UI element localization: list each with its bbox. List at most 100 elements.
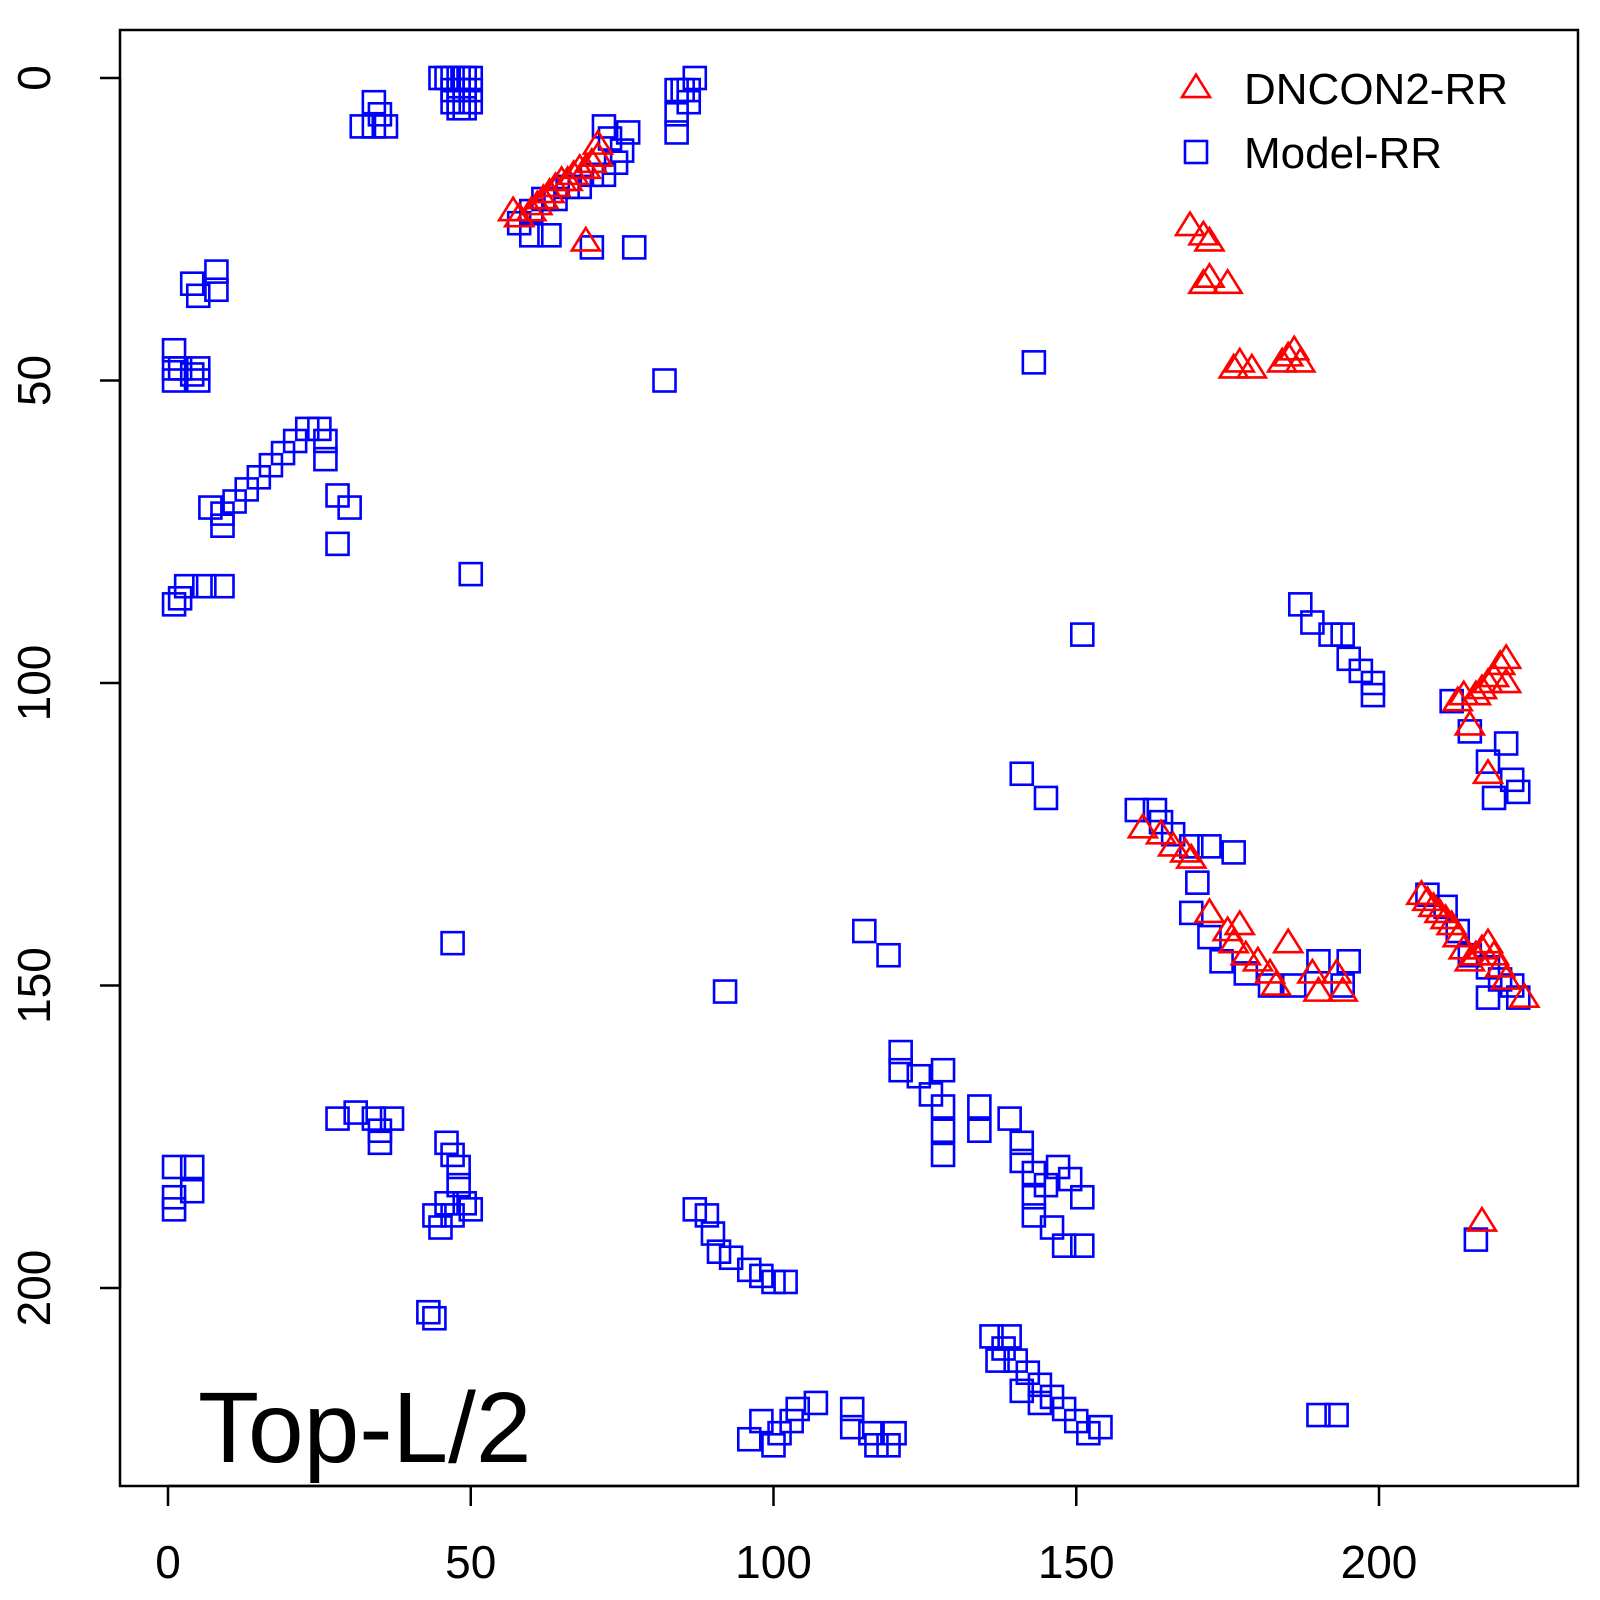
model-rr-point <box>1009 1130 1035 1156</box>
y-tick-label: 200 <box>8 1250 60 1327</box>
model-rr-point <box>1360 682 1386 708</box>
model-rr-point <box>185 368 211 393</box>
model-rr-point <box>161 592 187 617</box>
dncon2-rr-point <box>1126 812 1160 839</box>
model-rr-point <box>785 1396 811 1422</box>
dncon2-rr-point <box>1174 842 1208 869</box>
dncon2-rr-point <box>1217 352 1251 379</box>
model-rr-point <box>700 1221 726 1246</box>
model-rr-point <box>930 1057 956 1083</box>
y-tick-label: 150 <box>8 947 60 1024</box>
x-tick-label: 100 <box>735 1536 812 1588</box>
dncon2-rr-point <box>1320 957 1353 984</box>
model-rr-point <box>379 1106 405 1131</box>
x-tick-label: 0 <box>155 1536 181 1588</box>
model-rr-point <box>876 942 901 968</box>
legend-triangle-marker <box>1179 72 1213 99</box>
model-rr-point <box>997 1106 1022 1131</box>
dncon2-rr-point <box>569 225 603 252</box>
model-rr-point <box>161 1154 187 1180</box>
dncon2-rr-point <box>1259 969 1293 996</box>
model-rr-point <box>313 428 338 454</box>
model-rr-point <box>313 446 338 472</box>
model-rr-point <box>1088 1414 1113 1440</box>
dncon2-rr-point <box>1429 903 1462 930</box>
model-rr-point <box>615 120 641 145</box>
dncon2-rr-point <box>1193 225 1226 252</box>
model-rr-point <box>930 1142 956 1168</box>
model-rr-point <box>458 1197 484 1222</box>
legend: DNCON2-RR Model-RR <box>1173 65 1508 237</box>
model-rr-point <box>621 235 647 260</box>
dncon2-rr-point <box>1471 667 1505 694</box>
dncon2-rr-point <box>1405 878 1438 906</box>
x-tick-label: 50 <box>445 1536 496 1588</box>
model-rr-point <box>343 1100 369 1125</box>
model-rr-point <box>1197 834 1222 859</box>
series-dncon2-rr <box>496 128 1541 1232</box>
model-rr-point <box>839 1414 865 1440</box>
model-rr-point <box>652 368 677 393</box>
model-rr-point <box>204 277 229 303</box>
x-axis: 0 50 100 150 200 <box>155 1484 1417 1588</box>
model-rr-point <box>1257 973 1283 998</box>
model-rr-point <box>1027 1390 1053 1416</box>
model-rr-point <box>1233 961 1259 986</box>
model-rr-point <box>325 1106 350 1131</box>
model-rr-point <box>185 283 211 309</box>
model-rr-point <box>179 1178 205 1204</box>
model-rr-point <box>1463 1227 1489 1252</box>
model-rr-point <box>1330 622 1355 647</box>
model-rr-point <box>876 1433 901 1458</box>
model-rr-point <box>537 223 562 248</box>
model-rr-point <box>1475 985 1501 1010</box>
model-rr-point <box>888 1039 913 1065</box>
dncon2-rr-point <box>1471 757 1505 785</box>
model-rr-point <box>179 362 205 387</box>
model-rr-point <box>852 918 877 944</box>
model-rr-point <box>161 337 187 363</box>
model-rr-point <box>440 930 465 956</box>
model-rr-point <box>1221 840 1246 865</box>
dncon2-rr-point <box>1483 649 1517 676</box>
dncon2-rr-point <box>1507 981 1541 1008</box>
model-rr-point <box>1124 797 1150 823</box>
dncon2-rr-point <box>1193 261 1226 289</box>
model-rr-point <box>210 573 235 599</box>
model-rr-point <box>179 1154 205 1180</box>
dncon2-rr-point <box>1235 352 1269 379</box>
model-rr-point <box>997 1324 1022 1349</box>
points-layer <box>161 65 1541 1458</box>
model-rr-point <box>367 1130 393 1156</box>
model-rr-point <box>839 1396 865 1422</box>
dncon2-rr-point <box>1156 830 1190 857</box>
dncon2-rr-point <box>575 146 609 174</box>
dncon2-rr-point <box>1453 709 1487 736</box>
model-rr-point <box>361 114 387 139</box>
model-rr-point <box>192 573 217 599</box>
dncon2-rr-point <box>1193 897 1226 924</box>
model-rr-point <box>773 1269 798 1295</box>
y-tick-label: 100 <box>8 645 60 722</box>
dncon2-rr-point <box>1223 346 1257 373</box>
dncon2-rr-point <box>1168 836 1202 863</box>
dncon2-rr-point <box>1417 891 1450 918</box>
model-rr-point <box>1197 924 1222 950</box>
dncon2-rr-point <box>1187 267 1220 295</box>
model-rr-point <box>1070 622 1095 647</box>
model-rr-point <box>694 1203 720 1228</box>
dncon2-rr-point <box>1229 939 1263 966</box>
model-rr-point <box>1033 785 1059 811</box>
model-rr-point <box>1324 1402 1349 1428</box>
model-rr-point <box>1009 761 1035 787</box>
dncon2-rr-point <box>1283 346 1317 373</box>
y-tick-label: 50 <box>8 355 60 406</box>
top-l2-annotation: Top-L/2 <box>198 1372 532 1484</box>
dncon2-rr-point <box>1465 933 1499 960</box>
model-rr-point <box>888 1057 913 1083</box>
model-rr-point <box>337 495 362 520</box>
dncon2-rr-point <box>1423 897 1456 924</box>
model-rr-point <box>1306 1402 1331 1428</box>
dncon2-rr-point <box>1326 975 1360 1002</box>
